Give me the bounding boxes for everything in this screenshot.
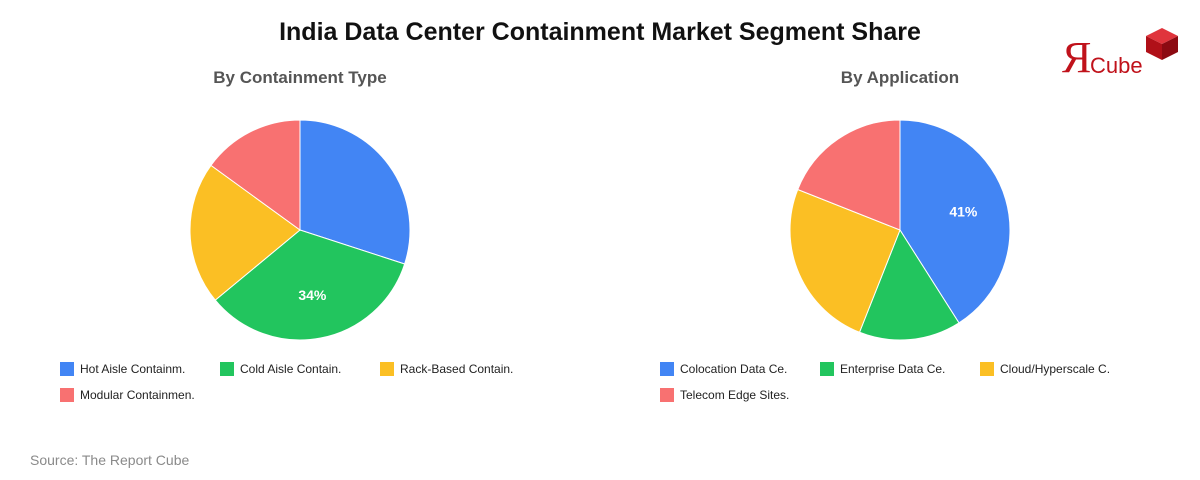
pie-slice-rack-based-contain xyxy=(189,164,301,301)
legend-label: Hot Aisle Containm. xyxy=(80,362,186,376)
legend-item: Rack-Based Contain. xyxy=(380,361,513,377)
pie-slice-colocation-data-ce xyxy=(899,119,1011,324)
legend-swatch xyxy=(380,362,394,376)
application-panel: By Application 41% Colocation Data Ce. En… xyxy=(600,0,1200,440)
pie-data-label: 41% xyxy=(949,204,978,220)
containment-type-panel: By Containment Type 34% Hot Aisle Contai… xyxy=(0,0,600,440)
containment-type-pie-chart: 34% xyxy=(189,119,411,341)
pie-slice-enterprise-data-ce xyxy=(858,228,960,341)
source-note: Source: The Report Cube xyxy=(30,452,190,468)
legend-item: Colocation Data Ce. xyxy=(660,361,787,377)
legend-item: Cold Aisle Contain. xyxy=(220,361,341,377)
legend-label: Rack-Based Contain. xyxy=(400,362,514,376)
logo-mark: Я xyxy=(1062,33,1092,82)
chart-main-title: India Data Center Containment Market Seg… xyxy=(279,18,921,46)
pie-slice-cloud-hyperscale-c xyxy=(789,188,901,333)
pie-slice-cold-aisle-contain xyxy=(214,229,406,341)
pie-data-label: 34% xyxy=(298,287,327,303)
containment-type-chart-title: By Containment Type xyxy=(213,68,387,87)
legend-item: Enterprise Data Ce. xyxy=(820,361,945,377)
logo-text: Cube xyxy=(1090,53,1143,78)
legend-label: Colocation Data Ce. xyxy=(680,362,788,376)
legend-swatch xyxy=(60,388,74,402)
cube-icon xyxy=(1146,28,1178,60)
legend-swatch xyxy=(660,362,674,376)
pie-slice-telecom-edge-sites xyxy=(797,119,901,231)
application-chart-title: By Application xyxy=(840,68,960,87)
pie-slice-modular-containmen xyxy=(210,119,301,231)
legend-item: Modular Containmen. xyxy=(60,387,195,403)
legend-swatch xyxy=(820,362,834,376)
legend-label: Cloud/Hyperscale C. xyxy=(1000,362,1111,376)
legend-item: Telecom Edge Sites. xyxy=(660,387,789,403)
pie-slice-hot-aisle-containm xyxy=(299,119,411,265)
legend-swatch xyxy=(980,362,994,376)
legend-label: Enterprise Data Ce. xyxy=(840,362,946,376)
legend-swatch xyxy=(660,388,674,402)
legend-label: Cold Aisle Contain. xyxy=(240,362,342,376)
legend-swatch xyxy=(220,362,234,376)
legend-label: Modular Containmen. xyxy=(80,388,195,402)
legend-item: Hot Aisle Containm. xyxy=(60,361,185,377)
legend-label: Telecom Edge Sites. xyxy=(680,388,790,402)
application-pie-chart: 41% xyxy=(789,119,1011,341)
legend-item: Cloud/Hyperscale C. xyxy=(980,361,1110,377)
brand-logo: Я Cube xyxy=(1062,26,1182,82)
legend-swatch xyxy=(60,362,74,376)
